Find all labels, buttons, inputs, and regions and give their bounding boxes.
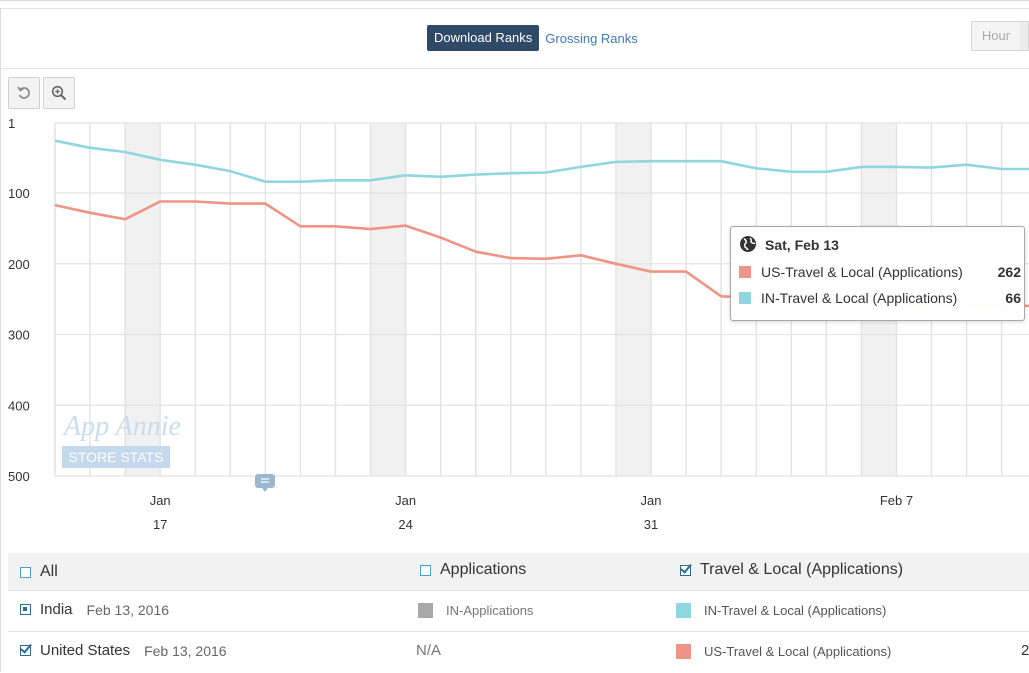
y-tick-label: 400 <box>8 398 30 413</box>
x-tick-month: Jan <box>395 493 416 508</box>
tooltip-label-us: US-Travel & Local (Applications) <box>761 264 963 280</box>
zoom-button[interactable] <box>43 77 75 109</box>
applications-header-label: Applications <box>440 561 527 578</box>
us-travel-cell[interactable]: US-Travel & Local (Applications) <box>676 644 891 659</box>
india-country-label: India <box>40 601 73 618</box>
applications-header-cell[interactable]: Applications <box>420 561 526 579</box>
x-tick-day: 31 <box>644 517 658 532</box>
us-extra-value-text: 2 <box>1021 642 1029 659</box>
y-tick-label: 500 <box>8 469 30 484</box>
in-travel-swatch <box>676 603 691 618</box>
y-tick-label: 100 <box>8 186 30 201</box>
watermark-badge <box>62 446 170 468</box>
us-travel-swatch <box>676 644 691 659</box>
reset-zoom-button[interactable] <box>8 77 40 109</box>
rank-chart[interactable]: 1 100 200 300 400 500 Jan 17 Jan 24 Jan 31 Feb 7 Ap… <box>0 110 1029 540</box>
x-axis-ticks: Jan 17 Jan 24 Jan 31 Feb 7 <box>150 493 913 532</box>
tooltip-row-in: IN-Travel & Local (Applications) 66 <box>739 289 1021 307</box>
y-tick-label: 1 <box>8 116 15 131</box>
us-country-label: United States <box>40 642 131 659</box>
table-row-india: India Feb 13, 2016 IN-Applications IN-Tr… <box>8 591 1029 632</box>
tooltip-value-in: 66 <box>1005 290 1021 306</box>
x-tick-month: Jan <box>641 493 662 508</box>
select-all-cell[interactable]: All <box>20 563 58 581</box>
x-tick-month: Feb 7 <box>880 493 913 508</box>
us-applications-cell: N/A <box>416 642 441 659</box>
top-divider <box>0 8 1029 9</box>
india-checkbox[interactable] <box>20 604 31 615</box>
chart-tooltip: Sat, Feb 13 US-Travel & Local (Applicati… <box>730 226 1025 321</box>
table-row-us: United States Feb 13, 2016 N/A US-Travel… <box>8 632 1029 673</box>
tooltip-label-in: IN-Travel & Local (Applications) <box>761 290 958 306</box>
in-swatch <box>739 292 751 304</box>
y-tick-label: 200 <box>8 257 30 272</box>
rank-type-tabs: Download Ranks Grossing Ranks <box>427 25 638 51</box>
select-all-checkbox[interactable] <box>20 566 31 578</box>
in-applications-swatch <box>418 603 433 618</box>
tooltip-date: Sat, Feb 13 <box>765 237 839 253</box>
table-header-row: All Applications Travel & Local (Applica… <box>8 553 1029 591</box>
watermark-title: App Annie <box>62 411 181 442</box>
watermark-subtitle: STORE STATS <box>69 449 164 465</box>
in-travel-label: IN-Travel & Local (Applications) <box>704 603 887 618</box>
x-tick-day: 17 <box>153 517 167 532</box>
us-country-cell[interactable]: United States Feb 13, 2016 <box>20 642 227 659</box>
granularity-next-button[interactable] <box>1020 21 1029 51</box>
globe-icon <box>740 236 756 252</box>
india-date: Feb 13, 2016 <box>86 601 170 618</box>
travel-header-cell[interactable]: Travel & Local (Applications) <box>680 561 903 579</box>
us-date: Feb 13, 2016 <box>144 642 227 659</box>
weekend-band-2 <box>615 123 652 476</box>
in-travel-line <box>54 139 1029 183</box>
in-applications-label: IN-Applications <box>446 603 534 618</box>
undo-icon <box>17 86 30 99</box>
comment-icon <box>255 474 275 492</box>
watermark: App Annie STORE STATS <box>62 411 181 468</box>
x-tick-month: Jan <box>150 493 171 508</box>
india-travel-cell[interactable]: IN-Travel & Local (Applications) <box>676 603 886 618</box>
x-tick-day: 24 <box>398 517 412 532</box>
tooltip-row-us: US-Travel & Local (Applications) 262 <box>739 263 1021 281</box>
tooltip-value-us: 262 <box>997 264 1021 280</box>
annotation-marker[interactable] <box>255 474 275 492</box>
us-checkbox[interactable] <box>20 645 31 656</box>
select-all-label: All <box>40 563 58 580</box>
us-travel-label: US-Travel & Local (Applications) <box>704 644 892 659</box>
hour-granularity-button[interactable]: Hour <box>971 21 1021 51</box>
applications-checkbox[interactable] <box>420 564 431 576</box>
weekend-band-0 <box>125 123 161 476</box>
weekend-band-1 <box>370 123 406 476</box>
grossing-ranks-tab[interactable]: Grossing Ranks <box>545 30 638 46</box>
us-applications-na: N/A <box>416 642 442 659</box>
zoom-in-icon <box>51 85 67 101</box>
vertical-gridlines <box>54 123 1003 476</box>
y-axis-ticks: 1 100 200 300 400 500 <box>8 116 30 484</box>
toolbar-divider <box>0 68 1029 69</box>
y-tick-label: 300 <box>8 328 30 343</box>
us-swatch <box>739 266 751 278</box>
india-applications-cell[interactable]: IN-Applications <box>418 603 533 618</box>
travel-checkbox[interactable] <box>680 564 691 576</box>
travel-header-label: Travel & Local (Applications) <box>700 561 904 578</box>
us-extra-value: 2 <box>1021 642 1029 659</box>
download-ranks-tab[interactable]: Download Ranks <box>427 25 540 51</box>
india-country-cell[interactable]: India Feb 13, 2016 <box>20 601 169 618</box>
left-border <box>0 8 1 672</box>
